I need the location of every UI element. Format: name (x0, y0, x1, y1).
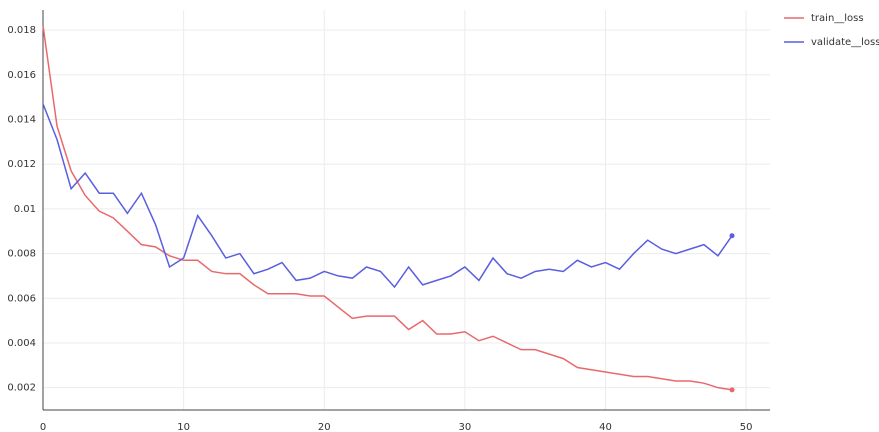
x-tick-label: 40 (599, 422, 612, 432)
legend-label: train__loss (811, 13, 864, 24)
series-line (42, 25, 733, 391)
y-tick-label: 0.008 (7, 249, 36, 260)
y-tick-label: 0.018 (7, 25, 36, 36)
x-tick-label: 0 (40, 422, 46, 432)
y-tick-label: 0.01 (14, 204, 36, 215)
end-point (729, 233, 735, 239)
x-tick-label: 30 (458, 422, 471, 432)
y-tick-label: 0.014 (7, 114, 36, 125)
y-tick-label: 0.006 (7, 293, 36, 304)
y-tick-label: 0.016 (7, 70, 36, 81)
x-tick-label: 10 (177, 422, 190, 432)
y-tick-label: 0.012 (7, 159, 36, 170)
legend-label: validate__loss (811, 37, 879, 48)
y-tick-label: 0.002 (7, 383, 36, 394)
y-tick-label: 0.004 (7, 338, 36, 349)
end-point (729, 387, 735, 393)
x-tick-label: 50 (740, 422, 753, 432)
series-line (42, 103, 733, 289)
x-tick-label: 20 (318, 422, 331, 432)
